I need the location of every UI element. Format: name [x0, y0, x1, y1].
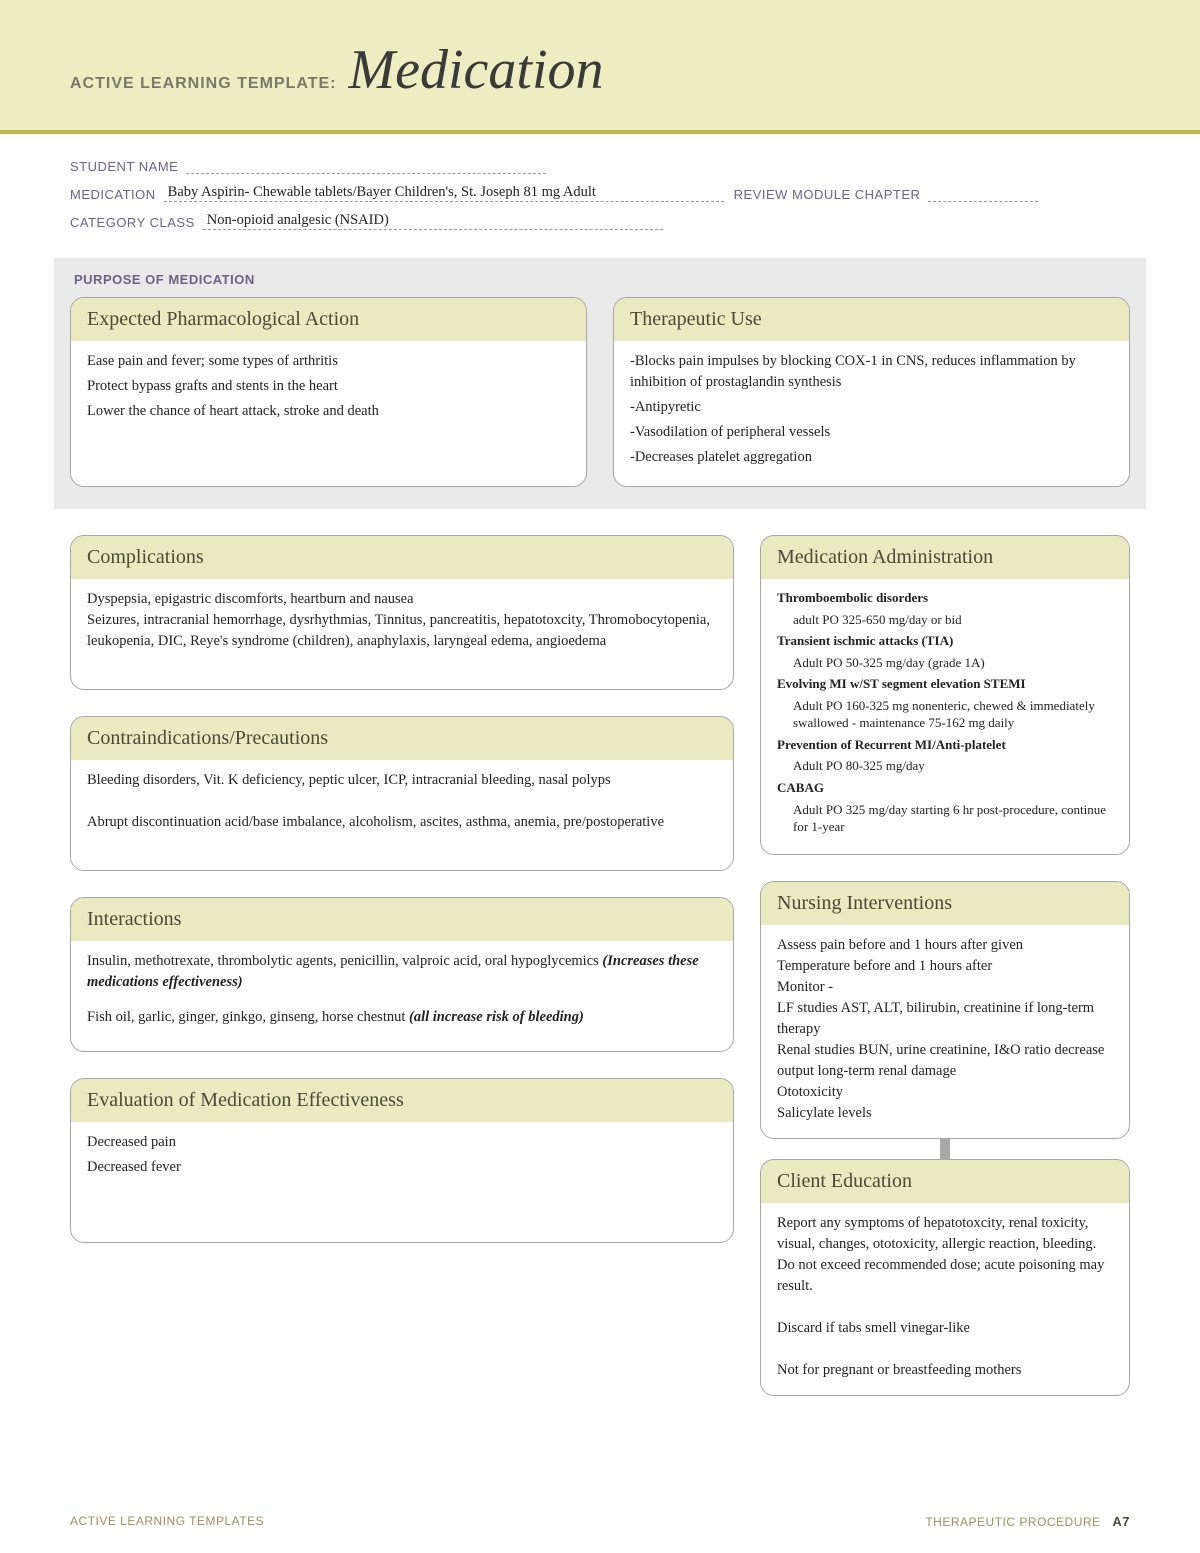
admin-item-heading: Prevention of Recurrent MI/Anti-platelet	[777, 736, 1113, 754]
footer-right: THERAPEUTIC PROCEDURE A7	[925, 1514, 1130, 1529]
page: ACTIVE LEARNING TEMPLATE: Medication STU…	[0, 0, 1200, 1553]
card-evaluation-body: Decreased pain Decreased fever	[71, 1122, 733, 1242]
therapeutic-line: -Decreases platelet aggregation	[630, 447, 1113, 468]
meta-block: STUDENT NAME MEDICATION Baby Aspirin- Ch…	[0, 134, 1200, 258]
card-complications: Complications Dyspepsia, epigastric disc…	[70, 535, 734, 690]
card-evaluation-title: Evaluation of Medication Effectiveness	[71, 1079, 733, 1122]
card-interactions: Interactions Insulin, methotrexate, thro…	[70, 897, 734, 1052]
expected-line: Ease pain and fever; some types of arthr…	[87, 351, 570, 372]
evaluation-line: Decreased pain	[87, 1132, 717, 1153]
expected-line: Protect bypass grafts and stents in the …	[87, 376, 570, 397]
card-contraindications: Contraindications/Precautions Bleeding d…	[70, 716, 734, 871]
card-nursing-title: Nursing Interventions	[761, 882, 1129, 925]
expected-line: Lower the chance of heart attack, stroke…	[87, 401, 570, 422]
footer-left: ACTIVE LEARNING TEMPLATES	[70, 1514, 264, 1529]
admin-item-heading: Thromboembolic disorders	[777, 589, 1113, 607]
banner: ACTIVE LEARNING TEMPLATE: Medication	[0, 0, 1200, 134]
card-therapeutic-use: Therapeutic Use -Blocks pain impulses by…	[613, 297, 1130, 487]
card-administration-body: Thromboembolic disorders adult PO 325-650…	[761, 579, 1129, 854]
admin-item-sub: Adult PO 50-325 mg/day (grade 1A)	[793, 654, 1113, 672]
card-expected-action-body: Ease pain and fever; some types of arthr…	[71, 341, 586, 440]
spacer	[760, 855, 1130, 881]
card-complications-body: Dyspepsia, epigastric discomforts, heart…	[71, 579, 733, 689]
meta-row-medication: MEDICATION Baby Aspirin- Chewable tablet…	[70, 184, 1130, 202]
card-interactions-title: Interactions	[71, 898, 733, 941]
card-education: Client Education Report any symptoms of …	[760, 1159, 1130, 1396]
admin-item-heading: Evolving MI w/ST segment elevation STEMI	[777, 675, 1113, 693]
admin-item-sub: Adult PO 160-325 mg nonenteric, chewed &…	[793, 697, 1113, 732]
card-contraindications-title: Contraindications/Precautions	[71, 717, 733, 760]
therapeutic-line: -Blocks pain impulses by blocking COX-1 …	[630, 351, 1113, 393]
card-education-title: Client Education	[761, 1160, 1129, 1203]
purpose-label: PURPOSE OF MEDICATION	[70, 268, 1130, 297]
footer-right-text: THERAPEUTIC PROCEDURE	[925, 1515, 1100, 1529]
student-name-label: STUDENT NAME	[70, 159, 178, 174]
review-field[interactable]	[928, 184, 1038, 202]
medication-label: MEDICATION	[70, 187, 156, 202]
medication-field[interactable]: Baby Aspirin- Chewable tablets/Bayer Chi…	[164, 184, 724, 202]
card-evaluation: Evaluation of Medication Effectiveness D…	[70, 1078, 734, 1243]
category-label: CATEGORY CLASS	[70, 215, 195, 230]
purpose-section: PURPOSE OF MEDICATION Expected Pharmacol…	[54, 258, 1146, 509]
card-nursing: Nursing Interventions Assess pain before…	[760, 881, 1130, 1139]
admin-item-heading: CABAG	[777, 779, 1113, 797]
student-name-field[interactable]	[186, 156, 546, 174]
col-left: Complications Dyspepsia, epigastric disc…	[70, 535, 734, 1396]
meta-row-category: CATEGORY CLASS Non-opioid analgesic (NSA…	[70, 212, 1130, 230]
admin-item-sub: adult PO 325-650 mg/day or bid	[793, 611, 1113, 629]
footer: ACTIVE LEARNING TEMPLATES THERAPEUTIC PR…	[70, 1514, 1130, 1529]
interactions-line-2: Fish oil, garlic, ginger, ginkgo, ginsen…	[87, 1007, 717, 1028]
banner-prefix: ACTIVE LEARNING TEMPLATE:	[70, 75, 336, 93]
interactions-line-2-text: Fish oil, garlic, ginger, ginkgo, ginsen…	[87, 1009, 409, 1025]
main-grid: Complications Dyspepsia, epigastric disc…	[0, 509, 1200, 1396]
card-interactions-body: Insulin, methotrexate, thrombolytic agen…	[71, 941, 733, 1051]
card-expected-action-title: Expected Pharmacological Action	[71, 298, 586, 341]
therapeutic-line: -Antipyretic	[630, 397, 1113, 418]
interactions-line-1: Insulin, methotrexate, thrombolytic agen…	[87, 951, 717, 993]
meta-row-student: STUDENT NAME	[70, 156, 1130, 174]
card-therapeutic-use-title: Therapeutic Use	[614, 298, 1129, 341]
therapeutic-line: -Vasodilation of peripheral vessels	[630, 422, 1113, 443]
card-administration-title: Medication Administration	[761, 536, 1129, 579]
col-right: Medication Administration Thromboembolic…	[760, 535, 1130, 1396]
banner-title: Medication	[348, 38, 603, 102]
connector	[940, 1139, 950, 1159]
card-contraindications-body: Bleeding disorders, Vit. K deficiency, p…	[71, 760, 733, 870]
admin-item-sub: Adult PO 325 mg/day starting 6 hr post-p…	[793, 801, 1113, 836]
review-label: REVIEW MODULE CHAPTER	[734, 187, 921, 202]
card-nursing-body: Assess pain before and 1 hours after giv…	[761, 925, 1129, 1138]
category-field[interactable]: Non-opioid analgesic (NSAID)	[203, 212, 663, 230]
card-administration: Medication Administration Thromboembolic…	[760, 535, 1130, 855]
interactions-line-1-text: Insulin, methotrexate, thrombolytic agen…	[87, 953, 602, 969]
card-expected-action: Expected Pharmacological Action Ease pai…	[70, 297, 587, 487]
footer-page: A7	[1112, 1514, 1130, 1529]
card-education-body: Report any symptoms of hepatotoxcity, re…	[761, 1203, 1129, 1395]
admin-item-sub: Adult PO 80-325 mg/day	[793, 757, 1113, 775]
evaluation-line: Decreased fever	[87, 1157, 717, 1178]
interactions-line-2-em: (all increase risk of bleeding)	[409, 1009, 584, 1025]
card-therapeutic-use-body: -Blocks pain impulses by blocking COX-1 …	[614, 341, 1129, 486]
card-complications-title: Complications	[71, 536, 733, 579]
admin-item-heading: Transient ischmic attacks (TIA)	[777, 632, 1113, 650]
